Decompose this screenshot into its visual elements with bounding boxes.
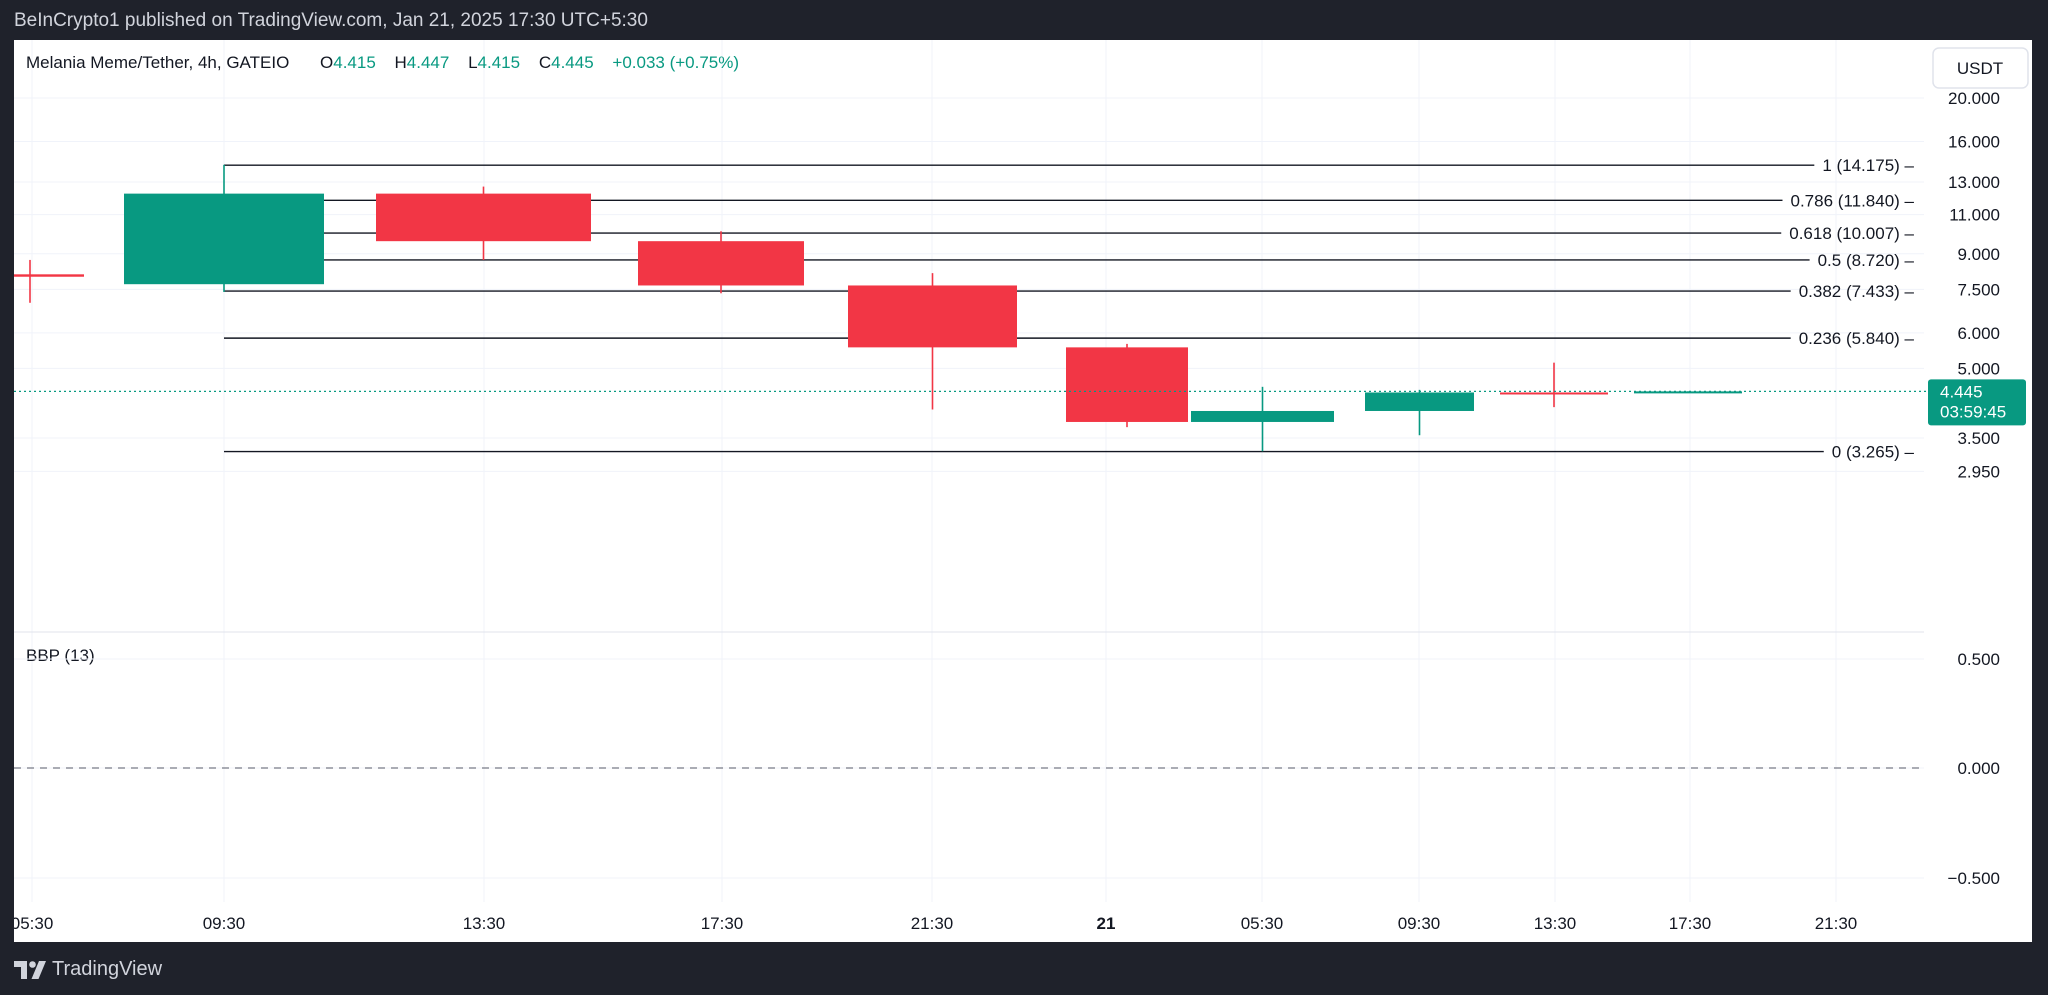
candle-body[interactable]	[1191, 410, 1334, 422]
candle-body[interactable]	[1634, 391, 1742, 394]
time-tick-label: 09:30	[1398, 914, 1441, 933]
chart-panel[interactable]: 20.000 16.000 13.000 11.000 9.000 7.500 6.000 5…	[14, 40, 2032, 942]
tradingview-brand[interactable]: TradingView	[14, 958, 162, 981]
legend-close-label: C	[539, 53, 551, 72]
candle-body[interactable]	[1066, 347, 1188, 422]
indicator-tick-label: −0.500	[1948, 869, 2000, 888]
last-price-value: 4.445	[1940, 382, 1983, 401]
time-tick-label: 17:30	[1669, 914, 1712, 933]
legend-open-value: 4.415	[333, 53, 376, 72]
time-tick-label: 21:30	[911, 914, 954, 933]
fib-level-label: 0.236 (5.840) –	[1799, 329, 1915, 348]
price-tick-label: 9.000	[1957, 245, 2000, 264]
last-price-countdown: 03:59:45	[1940, 402, 2006, 421]
legend-low-value: 4.415	[478, 53, 521, 72]
price-tick-label: 13.000	[1948, 173, 2000, 192]
candle-body[interactable]	[376, 193, 591, 242]
candle-body[interactable]	[124, 193, 324, 285]
fib-level-label: 0.786 (11.840) –	[1791, 191, 1915, 210]
price-chart[interactable]: 20.000 16.000 13.000 11.000 9.000 7.500 6.000 5…	[14, 40, 2032, 942]
legend-symbol: Melania Meme/Tether, 4h, GATEIO	[26, 53, 289, 72]
candlesticks[interactable]	[14, 164, 1742, 452]
legend-open-label: O	[320, 53, 333, 72]
fibonacci-retracement[interactable]: 1 (14.175) – 0.786 (11.840) – 0.618 (10.00…	[224, 156, 1915, 462]
fib-level-label: 0.618 (10.007) –	[1789, 224, 1914, 243]
last-price-badge	[1928, 379, 2026, 426]
time-tick-label: 21	[1097, 914, 1116, 933]
brand-name: TradingView	[52, 958, 163, 980]
grid: 20.000 16.000 13.000 11.000 9.000 7.500 6.000 5…	[14, 40, 2000, 902]
currency-button[interactable]: USDT	[1932, 47, 2029, 89]
indicator-name: BBP (13)	[26, 646, 95, 665]
time-tick-label: 13:30	[463, 914, 506, 933]
candle-body[interactable]	[1365, 392, 1474, 411]
price-tick-label: 16.000	[1948, 133, 2000, 152]
legend-low-label: L	[468, 53, 477, 72]
publication-info: BeInCrypto1 published on TradingView.com…	[14, 10, 648, 31]
candle-body[interactable]	[14, 274, 84, 277]
time-tick-label: 13:30	[1534, 914, 1577, 933]
time-tick-label: 05:30	[14, 914, 53, 933]
time-tick-label: 09:30	[203, 914, 246, 933]
fib-level-label: 0 (3.265) –	[1832, 443, 1915, 462]
fib-level-label: 1 (14.175) –	[1822, 156, 1914, 175]
tradingview-logo-icon	[14, 960, 46, 979]
legend-high-value: 4.447	[407, 53, 450, 72]
price-tick-label: 6.000	[1957, 324, 2000, 343]
legend-ohlc: O4.415 H4.447 L4.415 C4.445 +0.033 (+0.7…	[320, 53, 739, 72]
price-tick-label: 20.000	[1948, 89, 2000, 108]
price-tick-label: 11.000	[1949, 206, 2000, 225]
time-tick-label: 17:30	[701, 914, 744, 933]
candle-body[interactable]	[1500, 392, 1608, 395]
fib-level-label: 0.5 (8.720) –	[1818, 251, 1915, 270]
price-tick-label: 5.000	[1957, 359, 2000, 378]
time-axis[interactable]: 05:30 09:30 13:30 17:30 21:30 21 05:30 09:30 13:…	[14, 914, 1857, 933]
legend-change: +0.033 (+0.75%)	[612, 53, 739, 72]
currency-label: USDT	[1957, 59, 2003, 78]
time-tick-label: 21:30	[1815, 914, 1858, 933]
time-tick-label: 05:30	[1241, 914, 1284, 933]
indicator-axis: 0.500 0.000 −0.500	[14, 650, 2000, 888]
price-tick-label: 7.500	[1957, 280, 2000, 299]
indicator-tick-label: 0.500	[1957, 650, 2000, 669]
price-tick-label: 3.500	[1957, 429, 2000, 448]
fib-level-label: 0.382 (7.433) –	[1799, 282, 1915, 301]
candle-body[interactable]	[848, 285, 1017, 348]
candle-body[interactable]	[638, 241, 804, 286]
legend-close-value: 4.445	[551, 53, 594, 72]
price-tick-label: 2.950	[1957, 462, 2000, 481]
indicator-tick-label: 0.000	[1957, 759, 2000, 778]
legend-high-label: H	[395, 53, 407, 72]
